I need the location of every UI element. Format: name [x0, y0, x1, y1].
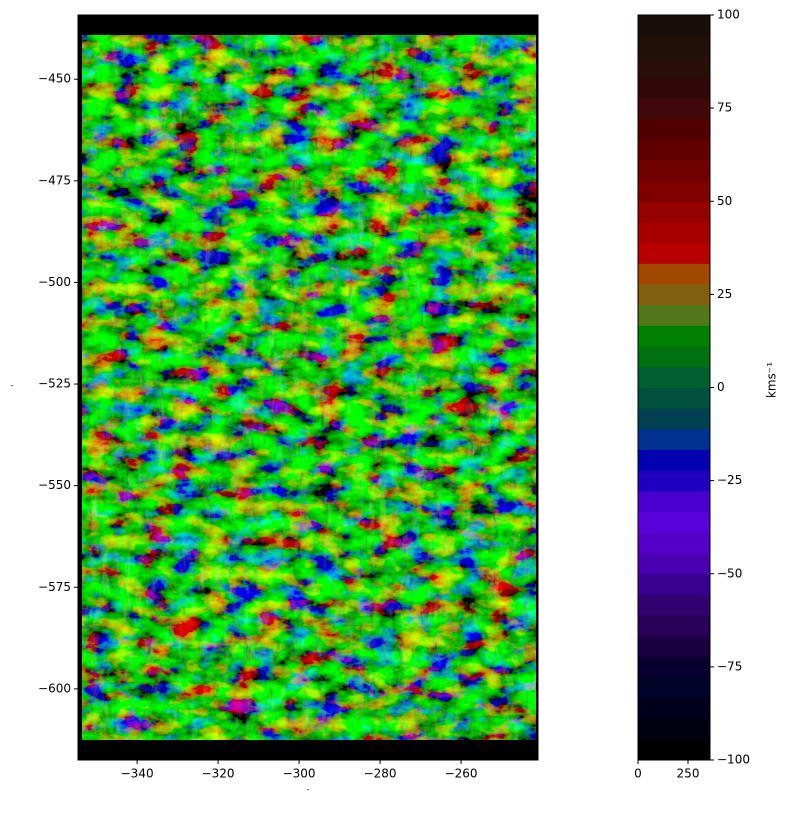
colorbar-band — [638, 449, 710, 471]
colorbar-band — [638, 677, 710, 699]
colorbar-band — [638, 180, 710, 202]
colorbar-band — [638, 201, 710, 223]
colorbar-band — [638, 35, 710, 57]
colorbar-band — [638, 490, 710, 513]
y-tick-label: −500 — [38, 275, 71, 289]
colorbar-label: kms⁻¹ — [765, 362, 779, 398]
colorbar-band — [638, 511, 710, 533]
colorbar-band — [638, 470, 710, 492]
colorbar-band — [638, 428, 710, 451]
y-axis-label: ″ — [11, 384, 14, 392]
colorbar-band — [638, 553, 710, 575]
colorbar-band — [638, 118, 710, 140]
x-tick-label: −300 — [283, 767, 316, 781]
image-texture-overlay — [82, 32, 536, 740]
colorbar-tick-label: −75 — [717, 659, 742, 673]
x-tick-label: −280 — [364, 767, 397, 781]
colorbar-band — [638, 718, 710, 740]
colorbar-tick-label: 0 — [717, 380, 725, 394]
y-tick-label: −575 — [38, 580, 71, 594]
colorbar-tick-label: 25 — [717, 287, 732, 301]
image-edge — [82, 15, 538, 35]
colorbar-band — [638, 263, 710, 285]
y-tick-label: −600 — [38, 681, 71, 695]
colorbar-band — [638, 221, 710, 244]
colorbar-tick-label: 50 — [717, 194, 732, 208]
y-tick-label: −475 — [38, 173, 71, 187]
colorbar-band — [638, 656, 710, 678]
colorbar-band — [638, 97, 710, 119]
colorbar-band — [638, 159, 710, 182]
colorbar-band — [638, 408, 710, 430]
colorbar-band — [638, 325, 710, 347]
x-tick-label: −320 — [202, 767, 235, 781]
colorbar-band — [638, 284, 710, 306]
colorbar-band — [638, 242, 710, 264]
colorbar-band — [638, 139, 710, 161]
colorbar-x-tick-label: 0 — [634, 767, 642, 781]
colorbar-tick-label: −25 — [717, 473, 742, 487]
colorbar-band — [638, 573, 710, 595]
y-tick-label: −450 — [38, 72, 71, 86]
colorbar-band — [638, 346, 710, 368]
colorbar-tick-label: 75 — [717, 101, 732, 115]
y-tick-label: −525 — [38, 377, 71, 391]
colorbar-band — [638, 697, 710, 720]
solar-image — [78, 15, 538, 760]
colorbar-band — [638, 15, 710, 37]
image-edge — [78, 740, 530, 754]
x-axis-label: ″ — [307, 788, 310, 796]
colorbar-x-tick-label: 250 — [677, 767, 700, 781]
colorbar-band — [638, 387, 710, 409]
colorbar-band — [638, 366, 710, 388]
colorbar-band — [638, 594, 710, 616]
y-tick-label: −550 — [38, 478, 71, 492]
colorbar-tick-label: −100 — [717, 753, 750, 767]
x-tick-label: −260 — [445, 767, 478, 781]
colorbar-band — [638, 615, 710, 637]
colorbar-band — [638, 532, 710, 554]
colorbar-band — [638, 304, 710, 326]
colorbar-band — [638, 56, 710, 78]
colorbar-band — [638, 739, 710, 761]
colorbar-tick-label: 100 — [717, 8, 740, 22]
colorbar-tick-label: −50 — [717, 566, 742, 580]
colorbar-band — [638, 77, 710, 99]
x-tick-label: −340 — [121, 767, 154, 781]
plot-frame — [77, 14, 539, 761]
colorbar-band — [638, 635, 710, 658]
